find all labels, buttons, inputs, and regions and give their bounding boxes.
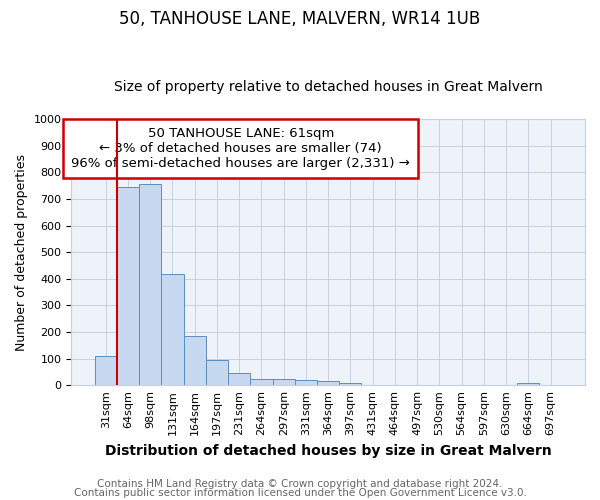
Bar xyxy=(95,356,117,385)
Title: Size of property relative to detached houses in Great Malvern: Size of property relative to detached ho… xyxy=(114,80,542,94)
Bar xyxy=(339,383,361,385)
Bar xyxy=(206,360,228,385)
Bar xyxy=(184,336,206,385)
Bar xyxy=(295,380,317,385)
Bar xyxy=(272,378,295,385)
Bar xyxy=(317,381,339,385)
Bar xyxy=(517,383,539,385)
Bar xyxy=(117,187,139,385)
Text: Contains public sector information licensed under the Open Government Licence v3: Contains public sector information licen… xyxy=(74,488,526,498)
Bar xyxy=(228,373,250,385)
Y-axis label: Number of detached properties: Number of detached properties xyxy=(15,154,28,350)
Text: Contains HM Land Registry data © Crown copyright and database right 2024.: Contains HM Land Registry data © Crown c… xyxy=(97,479,503,489)
Text: 50, TANHOUSE LANE, MALVERN, WR14 1UB: 50, TANHOUSE LANE, MALVERN, WR14 1UB xyxy=(119,10,481,28)
X-axis label: Distribution of detached houses by size in Great Malvern: Distribution of detached houses by size … xyxy=(105,444,551,458)
Bar xyxy=(161,274,184,385)
Bar xyxy=(139,184,161,385)
Bar xyxy=(250,380,272,385)
Text: 50 TANHOUSE LANE: 61sqm
← 3% of detached houses are smaller (74)
96% of semi-det: 50 TANHOUSE LANE: 61sqm ← 3% of detached… xyxy=(71,128,410,170)
